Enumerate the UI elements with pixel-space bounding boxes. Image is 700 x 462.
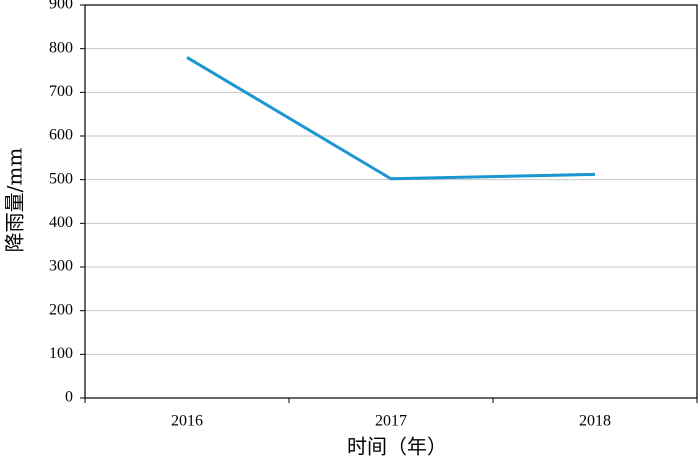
x-tick-label: 2018 — [579, 413, 611, 430]
plot-frame — [84, 4, 698, 399]
y-tick-label: 400 — [49, 214, 73, 231]
y-tick-label: 100 — [49, 345, 73, 362]
data-line — [186, 56, 596, 181]
x-axis-title: 时间（年） — [347, 435, 447, 459]
y-axis-title: 降雨量/mm — [3, 148, 27, 253]
y-tick-label: 900 — [49, 0, 73, 13]
y-tick-label: 700 — [49, 83, 73, 100]
y-tick-label: 0 — [65, 389, 73, 406]
y-tick-label: 600 — [49, 127, 73, 144]
x-tick-label: 2017 — [375, 413, 407, 430]
y-tick-label: 800 — [49, 39, 73, 56]
y-tick-label: 500 — [49, 170, 73, 187]
x-tick-label: 2016 — [171, 413, 203, 430]
y-tick-label: 300 — [49, 258, 73, 275]
y-tick-label: 200 — [49, 301, 73, 318]
